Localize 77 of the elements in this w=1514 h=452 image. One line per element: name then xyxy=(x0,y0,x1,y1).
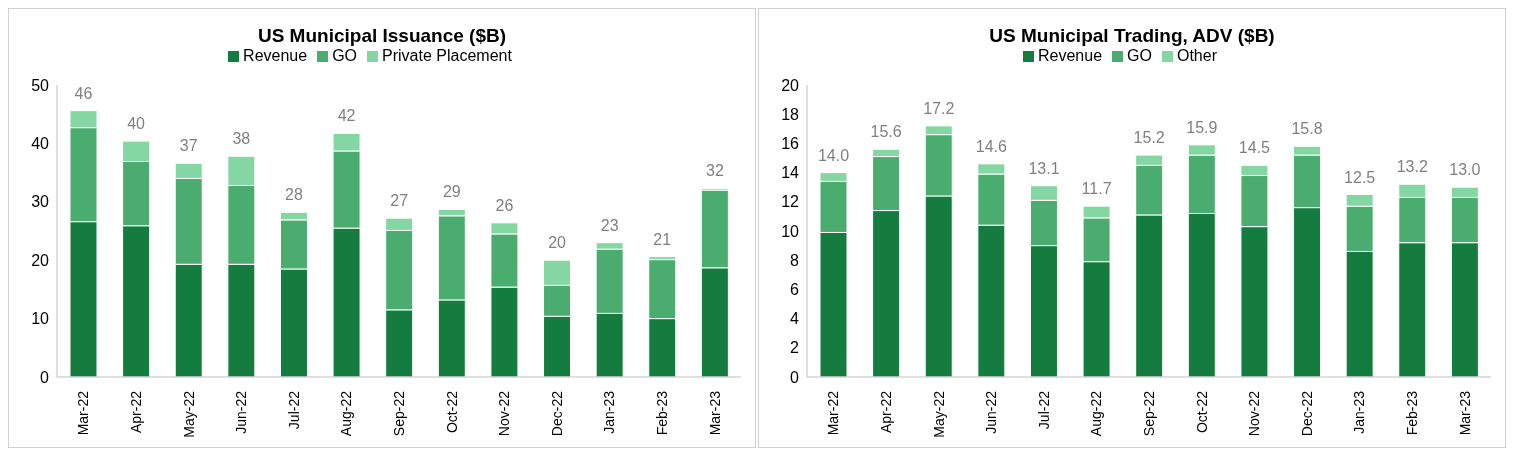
chart-title: US Municipal Issuance ($B) xyxy=(256,25,508,47)
y-tick-label: 20 xyxy=(781,76,800,94)
x-tick-label: Feb-23 xyxy=(1404,390,1421,436)
total-label: 29 xyxy=(442,183,461,201)
x-tick-label: Aug-22 xyxy=(1088,390,1105,437)
legend-label: Revenue xyxy=(1038,47,1103,64)
legend-label: GO xyxy=(332,47,358,64)
total-label: 17.2 xyxy=(923,99,955,117)
y-tick-label: 2 xyxy=(790,339,800,357)
total-label: 14.6 xyxy=(975,137,1008,155)
x-tick-label: Mar-22 xyxy=(75,390,92,436)
total-label: 21 xyxy=(653,230,672,248)
x-tick-label: Jul-22 xyxy=(1035,390,1052,430)
y-tick-label: 10 xyxy=(31,310,50,328)
legend-label: Other xyxy=(1176,47,1217,64)
total-label: 14.5 xyxy=(1238,139,1271,157)
x-tick-label: Oct-22 xyxy=(443,390,460,434)
total-label: 28 xyxy=(285,186,303,204)
total-label: 11.7 xyxy=(1081,180,1112,198)
total-label: 26 xyxy=(495,196,514,214)
total-label: 12.5 xyxy=(1344,168,1376,186)
total-label: 14.0 xyxy=(817,146,850,164)
total-label: 13.2 xyxy=(1396,158,1428,176)
y-tick-label: 10 xyxy=(781,222,800,240)
x-tick-label: Mar-23 xyxy=(1456,390,1473,436)
x-tick-label: Apr-22 xyxy=(127,390,144,434)
total-label: 27 xyxy=(390,192,409,210)
total-label: 46 xyxy=(74,84,93,102)
y-tick-label: 50 xyxy=(31,76,50,94)
y-tick-label: 4 xyxy=(790,310,800,328)
total-label: 42 xyxy=(337,107,356,125)
y-tick-label: 6 xyxy=(790,281,800,299)
legend-label: Revenue xyxy=(243,47,308,64)
x-tick-label: Sep-22 xyxy=(1141,390,1157,437)
total-label: 15.2 xyxy=(1133,129,1165,147)
legend-label: GO xyxy=(1127,47,1152,64)
x-tick-label: Nov-22 xyxy=(496,390,513,437)
y-tick-label: 18 xyxy=(781,105,800,123)
x-tick-label: May-22 xyxy=(180,390,197,438)
total-label: 38 xyxy=(232,130,251,148)
x-tick-label: Dec-22 xyxy=(548,390,565,437)
chart-title: US Municipal Trading, ADV ($B) xyxy=(988,25,1276,47)
x-tick-label: Mar-22 xyxy=(825,390,842,436)
total-label: 37 xyxy=(179,137,198,155)
total-label: 13.1 xyxy=(1028,159,1060,177)
x-tick-label: Apr-22 xyxy=(877,390,894,434)
y-tick-label: 30 xyxy=(31,193,50,211)
total-label: 15.8 xyxy=(1291,120,1323,138)
x-tick-label: Mar-23 xyxy=(706,390,723,436)
x-tick-label: Jul-22 xyxy=(285,390,302,430)
x-tick-label: Nov-22 xyxy=(1246,390,1263,437)
legend-label: Private Placement xyxy=(382,47,512,64)
x-tick-label: May-22 xyxy=(930,390,947,438)
total-label: 32 xyxy=(705,162,724,180)
total-label: 15.9 xyxy=(1186,118,1218,136)
x-tick-label: Jun-22 xyxy=(983,390,1000,434)
y-tick-label: 16 xyxy=(781,135,800,153)
total-label: 23 xyxy=(600,216,619,234)
x-tick-label: Sep-22 xyxy=(391,390,407,437)
x-tick-label: Oct-22 xyxy=(1193,390,1210,434)
total-label: 40 xyxy=(127,115,146,133)
x-tick-label: Feb-23 xyxy=(654,390,671,436)
x-tick-label: Jan-23 xyxy=(601,390,618,434)
y-tick-label: 8 xyxy=(790,251,800,269)
x-tick-label: Jun-22 xyxy=(233,390,250,434)
x-tick-label: Dec-22 xyxy=(1298,390,1315,437)
y-tick-label: 40 xyxy=(31,135,50,153)
total-label: 13.0 xyxy=(1449,161,1481,179)
x-tick-label: Aug-22 xyxy=(338,390,355,437)
total-label: 20 xyxy=(548,234,567,252)
total-label: 15.6 xyxy=(870,123,902,141)
y-tick-label: 0 xyxy=(40,368,50,386)
y-tick-label: 14 xyxy=(781,164,800,182)
y-tick-label: 0 xyxy=(790,368,800,386)
y-tick-label: 12 xyxy=(781,193,800,211)
y-tick-label: 20 xyxy=(31,251,50,269)
x-tick-label: Jan-23 xyxy=(1351,390,1368,434)
